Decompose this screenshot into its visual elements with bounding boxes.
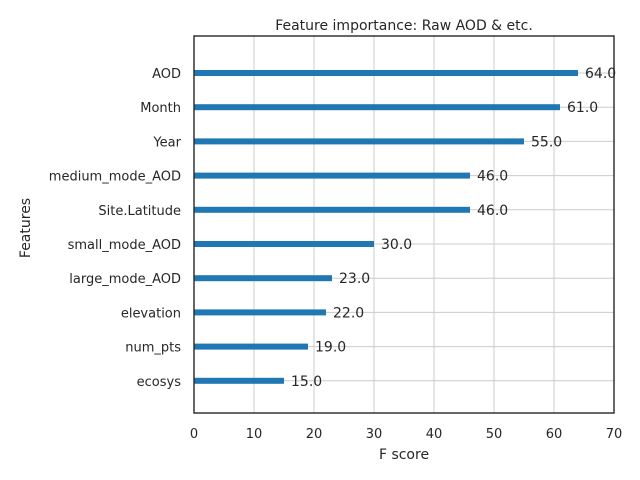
x-tick-label: 30 [366,427,383,442]
bar [194,343,308,350]
bar-value-label: 64.0 [585,66,616,82]
bar [194,70,578,76]
chart-title: Feature importance: Raw AOD & etc. [275,18,533,34]
y-tick-label: small_mode_AOD [68,238,181,253]
bar [194,172,470,179]
bar-value-label: 46.0 [477,169,508,185]
plot-background [194,36,614,413]
bar [194,206,470,213]
x-tick-label: 20 [306,427,323,442]
y-tick-label: Year [152,135,181,150]
y-tick-label: ecosys [137,375,182,390]
x-tick-label: 70 [606,427,623,442]
bar-value-label: 46.0 [477,203,508,219]
bar-value-label: 61.0 [567,100,598,116]
bar-value-label: 55.0 [531,134,562,150]
bar-value-label: 23.0 [339,271,370,287]
y-tick-label: num_pts [125,341,181,356]
bar [194,104,560,111]
y-tick-label: medium_mode_AOD [49,170,181,185]
bar [194,275,332,282]
bar [194,309,326,316]
x-axis-label: F score [379,447,429,463]
x-tick-label: 10 [246,427,263,442]
x-tick-label: 0 [190,427,198,442]
x-tick-labels: 0 10 20 30 40 50 60 70 [190,427,622,442]
plot-frame [193,35,615,414]
y-tick-label: AOD [152,67,181,82]
y-axis-label: Features [18,198,34,258]
y-tick-label: elevation [121,306,181,321]
x-tick-label: 50 [486,427,503,442]
x-tick-label: 60 [546,427,563,442]
y-tick-labels: AOD Month Year medium_mode_AOD Site.Latitude… [49,67,182,390]
bar-value-label: 30.0 [381,237,412,253]
y-tick-label: large_mode_AOD [69,272,181,287]
bar-value-label: 19.0 [315,340,346,356]
bar-value-label: 22.0 [333,305,364,321]
y-tick-label: Month [140,101,181,116]
bar [194,241,374,247]
bars [194,70,578,384]
bar [194,138,524,145]
x-tick-label: 40 [426,427,443,442]
y-tick-label: Site.Latitude [98,204,181,219]
value-labels: 64.0 61.0 55.0 46.0 46.0 30.0 23.0 22.0 19.0 15.0 [291,66,616,390]
bar [194,377,284,384]
bar-value-label: 15.0 [291,374,322,390]
